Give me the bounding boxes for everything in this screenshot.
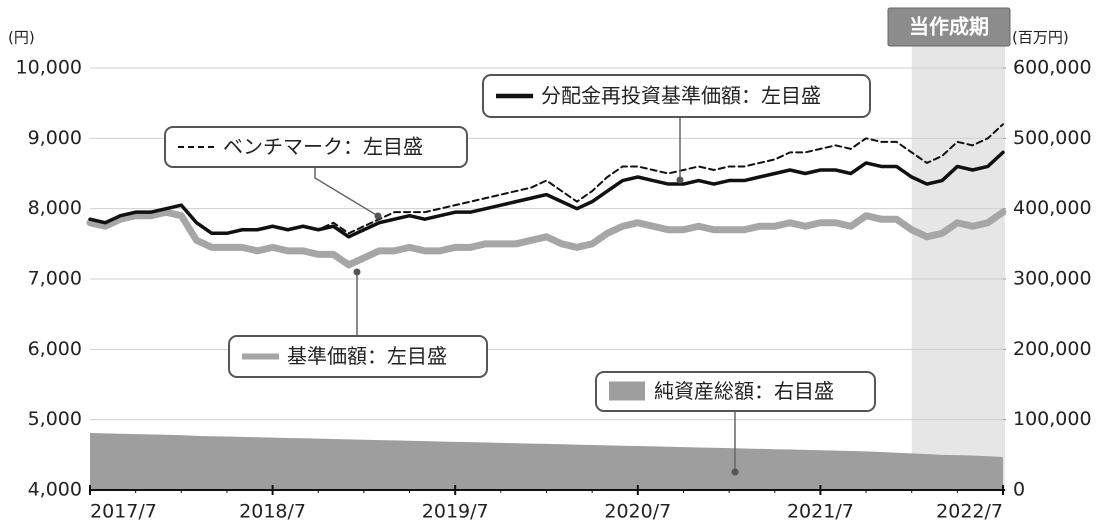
leader-dot bbox=[353, 268, 361, 276]
y-tick-label: 10,000 bbox=[16, 57, 82, 79]
legend-box bbox=[595, 371, 876, 412]
y-tick-label: 8,000 bbox=[28, 197, 82, 219]
legend-label: 基準価額：左目盛 bbox=[287, 344, 447, 368]
y2-unit-label: (百万円) bbox=[1012, 29, 1069, 47]
y2-tick-label: 300,000 bbox=[1013, 268, 1092, 290]
leader-line bbox=[314, 167, 379, 217]
y2-tick-label: 500,000 bbox=[1013, 127, 1092, 149]
y2-tick-label: 200,000 bbox=[1013, 338, 1092, 360]
period-shade bbox=[911, 40, 1005, 490]
x-tick-label: 2021/7 bbox=[787, 501, 854, 523]
period-label-box bbox=[887, 7, 1011, 47]
legend-box bbox=[228, 335, 488, 378]
legend-label: 分配金再投資基準価額：左目盛 bbox=[541, 84, 821, 108]
line bbox=[89, 123, 1004, 235]
area bbox=[90, 433, 1003, 490]
line bbox=[88, 150, 1005, 239]
period-label: 当作成期 bbox=[909, 15, 989, 39]
y-unit-label: (円) bbox=[8, 29, 35, 47]
y-tick-label: 5,000 bbox=[28, 408, 82, 430]
y-tick-label: 4,000 bbox=[28, 479, 82, 501]
legend-swatch bbox=[609, 381, 645, 401]
y2-tick-label: 0 bbox=[1013, 479, 1025, 501]
x-tick-label: 2022/7 bbox=[936, 501, 1003, 523]
leader-dot bbox=[731, 468, 739, 476]
legend-label: 純資産総額：右目盛 bbox=[654, 379, 834, 403]
legend-box bbox=[482, 74, 871, 118]
x-tick-label: 2018/7 bbox=[239, 501, 306, 523]
legend-box bbox=[164, 126, 468, 168]
y2-tick-label: 100,000 bbox=[1013, 408, 1092, 430]
y2-tick-label: 400,000 bbox=[1013, 197, 1092, 219]
y2-tick-label: 600,000 bbox=[1013, 57, 1092, 79]
y-tick-label: 7,000 bbox=[28, 268, 82, 290]
y-tick-label: 9,000 bbox=[28, 127, 82, 149]
y-tick-label: 6,000 bbox=[28, 338, 82, 360]
x-tick-label: 2020/7 bbox=[604, 501, 671, 523]
x-tick-label: 2017/7 bbox=[90, 501, 157, 523]
x-tick-label: 2019/7 bbox=[422, 501, 489, 523]
legend-label: ベンチマーク：左目盛 bbox=[223, 135, 423, 159]
leader-dot bbox=[374, 212, 382, 220]
line bbox=[86, 208, 1007, 269]
leader-dot bbox=[676, 176, 684, 184]
